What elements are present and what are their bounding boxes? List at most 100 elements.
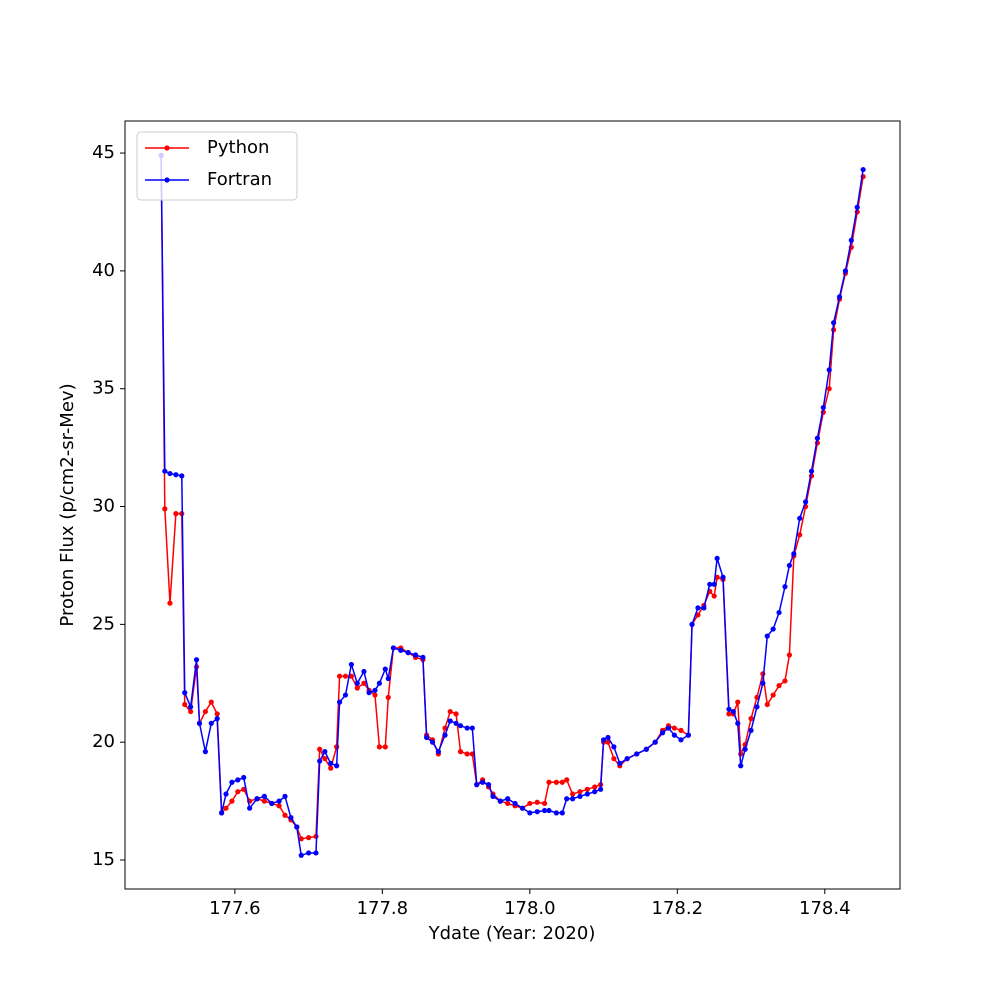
data-point bbox=[695, 605, 701, 611]
x-tick-label: 178.4 bbox=[799, 898, 851, 919]
data-point bbox=[826, 367, 832, 373]
data-point bbox=[223, 791, 229, 797]
x-tick-label: 177.8 bbox=[357, 898, 409, 919]
data-point bbox=[269, 800, 275, 807]
data-point bbox=[162, 506, 168, 512]
data-point bbox=[617, 760, 623, 766]
y-tick-label: 20 bbox=[92, 731, 115, 752]
data-point bbox=[848, 237, 854, 243]
data-point bbox=[754, 704, 760, 710]
data-point bbox=[188, 708, 194, 715]
data-point bbox=[553, 779, 559, 785]
data-point bbox=[643, 746, 649, 752]
data-point bbox=[328, 765, 334, 771]
data-point bbox=[730, 708, 736, 715]
data-point bbox=[342, 673, 349, 679]
data-point bbox=[671, 732, 677, 738]
data-point bbox=[678, 727, 684, 734]
data-point bbox=[322, 756, 328, 762]
data-point bbox=[735, 699, 741, 705]
data-point bbox=[328, 760, 334, 766]
data-point bbox=[760, 680, 766, 686]
legend-marker bbox=[164, 177, 170, 183]
data-point bbox=[797, 532, 803, 538]
series-line bbox=[160, 155, 864, 857]
data-point bbox=[317, 758, 323, 764]
data-point bbox=[701, 605, 707, 611]
y-tick-label: 15 bbox=[92, 849, 115, 870]
data-point bbox=[474, 782, 480, 788]
data-point bbox=[276, 803, 282, 809]
data-point bbox=[735, 720, 741, 726]
data-point bbox=[193, 657, 200, 663]
data-point bbox=[782, 678, 788, 684]
data-point bbox=[584, 791, 590, 797]
data-point bbox=[322, 749, 328, 755]
data-point bbox=[354, 685, 360, 691]
data-point bbox=[229, 779, 235, 785]
y-tick-label: 25 bbox=[92, 613, 115, 634]
data-point bbox=[720, 574, 726, 580]
data-point bbox=[376, 744, 383, 750]
data-point bbox=[659, 730, 666, 736]
data-point bbox=[334, 744, 340, 750]
data-point bbox=[447, 718, 453, 724]
data-point bbox=[457, 723, 464, 729]
data-point bbox=[336, 699, 343, 705]
legend-box bbox=[136, 131, 298, 201]
data-point bbox=[390, 645, 397, 651]
data-point bbox=[167, 470, 173, 477]
data-point bbox=[182, 690, 188, 696]
data-point bbox=[836, 294, 843, 300]
data-point bbox=[485, 782, 492, 788]
data-point bbox=[541, 807, 548, 814]
data-point bbox=[453, 720, 459, 726]
x-tick-label: 178.0 bbox=[504, 898, 556, 919]
data-point bbox=[447, 708, 453, 715]
data-point bbox=[218, 810, 225, 816]
data-point bbox=[412, 652, 419, 658]
data-point bbox=[282, 812, 288, 818]
data-point bbox=[541, 800, 548, 807]
legend-marker bbox=[164, 145, 170, 151]
data-point bbox=[782, 584, 788, 590]
data-point bbox=[313, 850, 319, 856]
data-point bbox=[261, 798, 267, 804]
data-point bbox=[294, 824, 300, 830]
data-point bbox=[317, 746, 323, 752]
data-point bbox=[385, 694, 391, 701]
data-point bbox=[831, 320, 837, 326]
data-point bbox=[480, 779, 486, 785]
data-point bbox=[611, 744, 617, 750]
data-point bbox=[223, 805, 229, 811]
data-point bbox=[420, 654, 426, 660]
data-point bbox=[334, 763, 340, 769]
data-point bbox=[600, 737, 607, 743]
data-point bbox=[372, 687, 378, 693]
data-point bbox=[534, 809, 540, 815]
data-point bbox=[534, 799, 540, 805]
data-point bbox=[469, 725, 475, 731]
data-point bbox=[505, 796, 511, 802]
data-point bbox=[214, 716, 220, 722]
data-point bbox=[634, 751, 640, 757]
data-point bbox=[764, 701, 770, 708]
y-tick-label: 45 bbox=[92, 142, 115, 163]
data-point bbox=[464, 751, 470, 757]
data-point bbox=[564, 796, 570, 802]
y-tick-label: 30 bbox=[92, 496, 115, 517]
data-point bbox=[776, 609, 782, 616]
data-point bbox=[726, 711, 732, 717]
data-point bbox=[770, 692, 776, 698]
data-point bbox=[282, 793, 288, 799]
data-point bbox=[624, 756, 630, 762]
data-point bbox=[241, 774, 247, 781]
data-point bbox=[519, 805, 526, 811]
data-point bbox=[748, 716, 754, 722]
data-point bbox=[196, 720, 203, 726]
data-point bbox=[208, 699, 214, 705]
data-point bbox=[385, 675, 391, 682]
data-point bbox=[298, 852, 304, 858]
data-point bbox=[405, 650, 411, 656]
data-point bbox=[202, 708, 208, 715]
